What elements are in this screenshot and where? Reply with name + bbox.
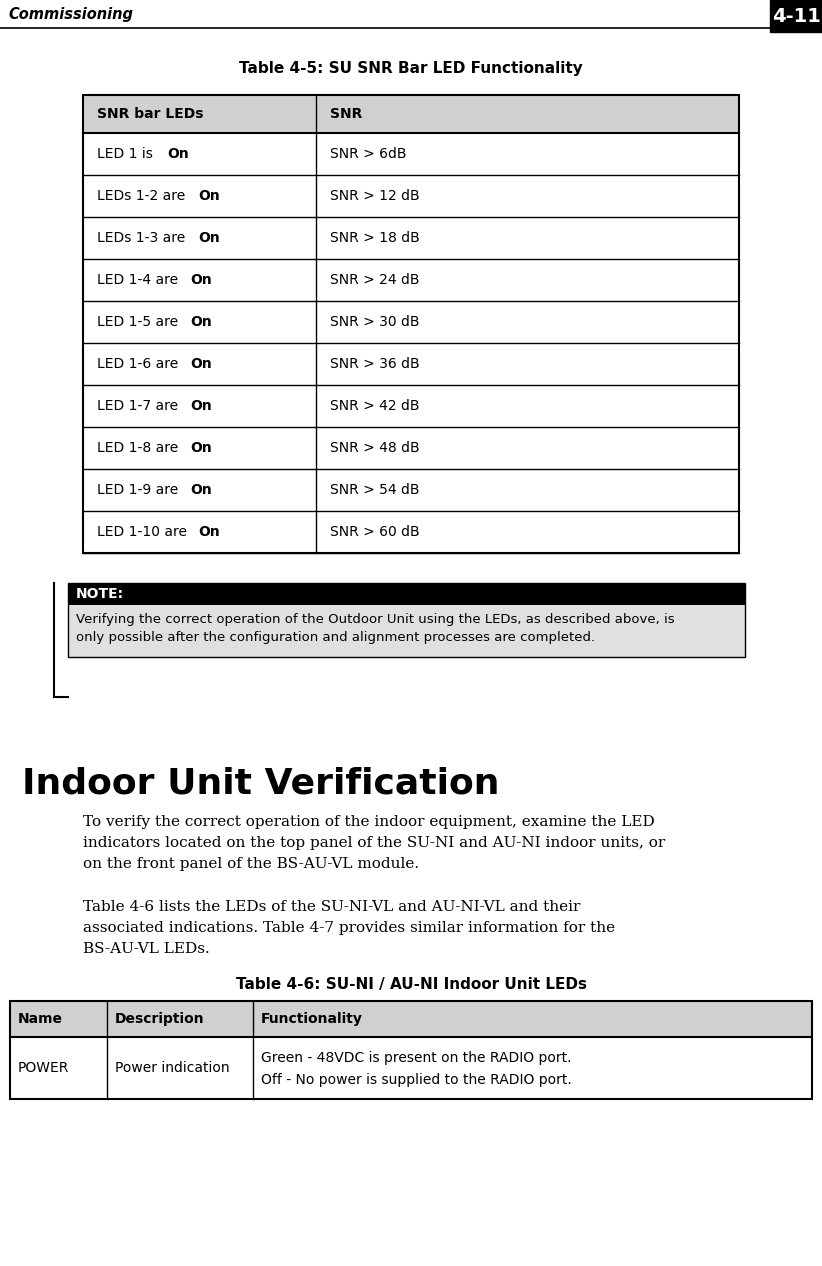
Text: Green - 48VDC is present on the RADIO port.: Green - 48VDC is present on the RADIO po… xyxy=(261,1051,571,1065)
Bar xyxy=(83,511,739,553)
Text: Table 4-6: SU-NI / AU-NI Indoor Unit LEDs: Table 4-6: SU-NI / AU-NI Indoor Unit LED… xyxy=(235,977,587,993)
Text: SNR > 54 dB: SNR > 54 dB xyxy=(330,484,419,498)
Bar xyxy=(770,0,822,32)
Text: LED 1-7 are: LED 1-7 are xyxy=(97,399,182,413)
Text: SNR > 18 dB: SNR > 18 dB xyxy=(330,230,420,246)
Bar xyxy=(83,216,739,260)
Text: Description: Description xyxy=(115,1012,205,1025)
Text: On: On xyxy=(167,147,189,161)
Text: SNR > 42 dB: SNR > 42 dB xyxy=(330,399,419,413)
Text: SNR bar LEDs: SNR bar LEDs xyxy=(97,108,204,122)
Text: SNR > 30 dB: SNR > 30 dB xyxy=(330,315,419,329)
Text: LED 1-4 are: LED 1-4 are xyxy=(97,273,182,287)
Text: Table 4-6 lists the LEDs of the SU-NI-VL and AU-NI-VL and their
associated indic: Table 4-6 lists the LEDs of the SU-NI-VL… xyxy=(83,900,615,956)
Text: LED 1-9 are: LED 1-9 are xyxy=(97,484,182,498)
Bar xyxy=(10,1001,812,1099)
Text: On: On xyxy=(191,315,212,329)
Bar xyxy=(83,343,739,385)
Text: POWER: POWER xyxy=(18,1061,69,1075)
Text: On: On xyxy=(191,484,212,498)
Text: LED 1-5 are: LED 1-5 are xyxy=(97,315,182,329)
Text: SNR > 36 dB: SNR > 36 dB xyxy=(330,357,419,371)
Text: On: On xyxy=(191,441,212,454)
Text: Power indication: Power indication xyxy=(115,1061,229,1075)
Text: SNR > 12 dB: SNR > 12 dB xyxy=(330,189,419,203)
Text: SNR > 48 dB: SNR > 48 dB xyxy=(330,441,419,454)
Text: On: On xyxy=(191,399,212,413)
Text: On: On xyxy=(198,525,219,539)
Text: 4-11: 4-11 xyxy=(772,6,820,25)
Text: Functionality: Functionality xyxy=(261,1012,363,1025)
Bar xyxy=(83,301,739,343)
Text: SNR > 24 dB: SNR > 24 dB xyxy=(330,273,419,287)
Text: LED 1-10 are: LED 1-10 are xyxy=(97,525,192,539)
Bar xyxy=(83,95,739,553)
Text: Name: Name xyxy=(18,1012,63,1025)
Bar xyxy=(83,133,739,175)
Text: Off - No power is supplied to the RADIO port.: Off - No power is supplied to the RADIO … xyxy=(261,1074,572,1087)
Text: LEDs 1-3 are: LEDs 1-3 are xyxy=(97,230,190,246)
Text: NOTE:: NOTE: xyxy=(76,587,124,601)
Text: LED 1-6 are: LED 1-6 are xyxy=(97,357,182,371)
Text: SNR > 60 dB: SNR > 60 dB xyxy=(330,525,419,539)
Text: SNR > 6dB: SNR > 6dB xyxy=(330,147,407,161)
Bar xyxy=(83,385,739,427)
Bar xyxy=(68,584,745,605)
Text: On: On xyxy=(191,273,212,287)
Bar xyxy=(10,1037,812,1099)
Text: Verifying the correct operation of the Outdoor Unit using the LEDs, as described: Verifying the correct operation of the O… xyxy=(76,613,675,644)
Text: Indoor Unit Verification: Indoor Unit Verification xyxy=(22,767,500,801)
Bar xyxy=(68,605,745,657)
Bar xyxy=(10,1001,812,1037)
Text: On: On xyxy=(198,230,219,246)
Text: On: On xyxy=(198,189,219,203)
Bar xyxy=(83,427,739,468)
Text: On: On xyxy=(191,357,212,371)
Bar xyxy=(83,260,739,301)
Text: LED 1-8 are: LED 1-8 are xyxy=(97,441,182,454)
Text: LEDs 1-2 are: LEDs 1-2 are xyxy=(97,189,190,203)
Bar xyxy=(83,175,739,216)
Text: Commissioning: Commissioning xyxy=(8,6,133,22)
Text: LED 1 is: LED 1 is xyxy=(97,147,157,161)
Text: Table 4-5: SU SNR Bar LED Functionality: Table 4-5: SU SNR Bar LED Functionality xyxy=(239,61,583,76)
Text: SNR: SNR xyxy=(330,108,363,122)
Text: To verify the correct operation of the indoor equipment, examine the LED
indicat: To verify the correct operation of the i… xyxy=(83,815,665,871)
Bar xyxy=(83,468,739,511)
Bar xyxy=(83,95,739,133)
Bar xyxy=(68,584,745,657)
